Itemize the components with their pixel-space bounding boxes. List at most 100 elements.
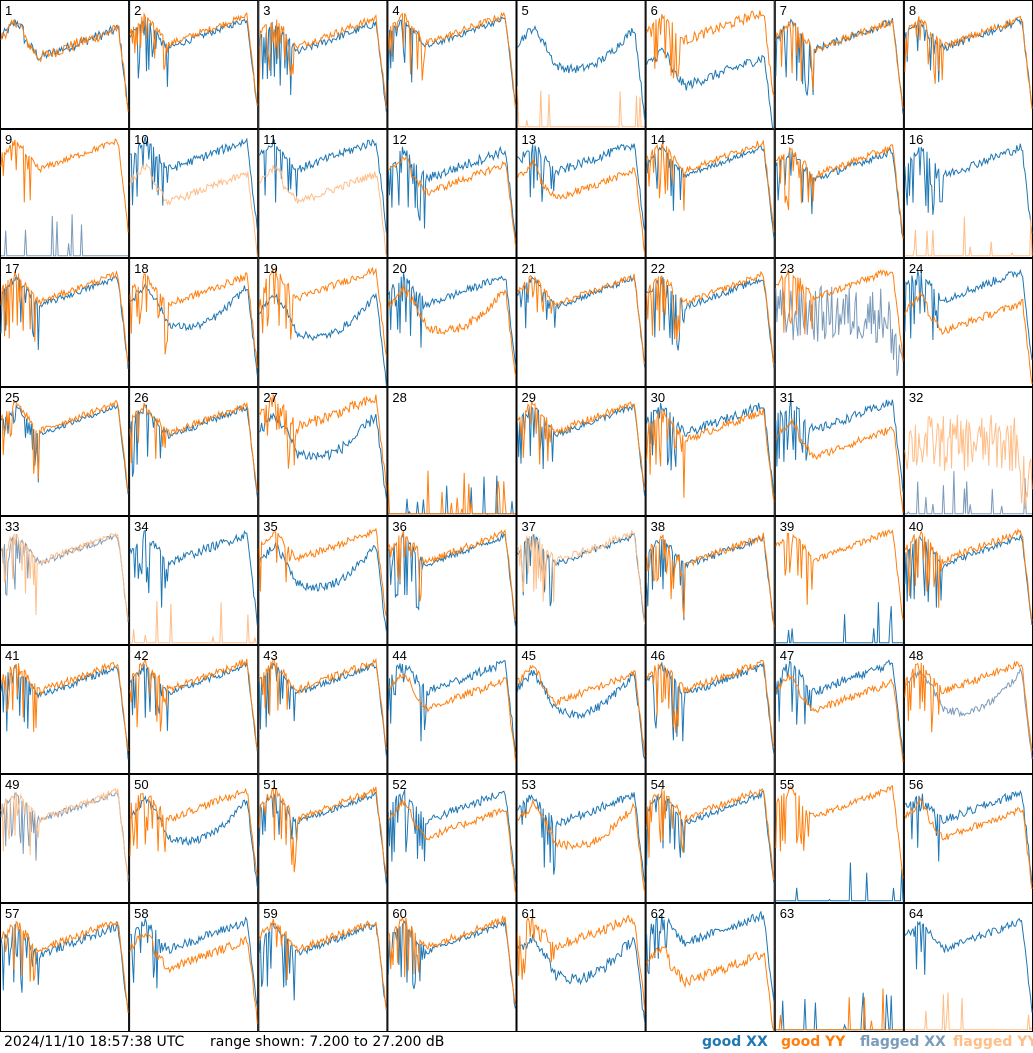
panel-label: 4 (392, 3, 399, 18)
xx-trace (517, 933, 646, 1022)
panel-15: 15 (774, 129, 904, 258)
xx-trace (129, 403, 258, 498)
panel-label: 17 (5, 261, 19, 276)
panel-54: 54 (645, 774, 775, 903)
panel-frame (129, 903, 259, 1032)
yy-trace (646, 945, 775, 1032)
yy-trace (517, 798, 646, 893)
yy-trace (258, 267, 387, 357)
panel-label: 63 (780, 906, 794, 921)
xx-trace (0, 402, 129, 495)
panel-label: 27 (263, 390, 277, 405)
panel-28: 28 (387, 387, 517, 516)
yy-trace (904, 290, 1033, 385)
panel-frame (774, 129, 904, 258)
panel-41: 41 (0, 645, 130, 774)
panel-frame (387, 258, 517, 387)
panel-label: 43 (263, 648, 277, 663)
panel-35: 35 (258, 516, 388, 645)
yy-trace (130, 601, 258, 644)
yy-trace (904, 796, 1033, 889)
panel-label: 47 (780, 648, 794, 663)
xx-trace (258, 412, 387, 499)
panel-frame (645, 0, 775, 129)
xx-trace (258, 20, 387, 113)
panel-frame (645, 903, 775, 1032)
xx-trace (775, 284, 904, 376)
xx-trace (517, 143, 646, 231)
panel-23: 23 (774, 258, 904, 387)
panel-label: 37 (522, 519, 536, 534)
panel-label: 50 (134, 777, 148, 792)
panel-frame (645, 774, 775, 903)
panel-frame (258, 258, 388, 387)
panel-frame (129, 129, 259, 258)
xx-trace (775, 147, 904, 238)
panel-label: 2 (134, 3, 141, 18)
yy-trace (388, 156, 516, 247)
panel-label: 19 (263, 261, 277, 276)
panel-frame (516, 903, 646, 1032)
yy-trace (904, 414, 1033, 510)
panel-56: 56 (903, 774, 1033, 903)
xx-trace (646, 277, 775, 368)
xx-trace (258, 662, 387, 757)
panel-31: 31 (774, 387, 904, 516)
panel-5: 5 (516, 0, 646, 129)
panel-frame (903, 774, 1033, 903)
panel-label: 52 (392, 777, 406, 792)
yy-trace (775, 785, 904, 879)
panel-label: 45 (522, 648, 536, 663)
xx-trace (0, 19, 129, 107)
xx-trace (517, 792, 646, 883)
panel-51: 51 (258, 774, 388, 903)
panel-49: 49 (0, 774, 130, 903)
panel-label: 39 (780, 519, 794, 534)
yy-trace (904, 992, 1033, 1032)
xx-trace (129, 282, 258, 376)
yy-trace (646, 10, 775, 97)
panel-13: 13 (516, 129, 646, 258)
yy-trace (129, 787, 258, 876)
panel-20: 20 (387, 258, 517, 387)
yy-trace (775, 19, 904, 109)
legend-good-xx: good XX (702, 1034, 768, 1050)
panel-label: 54 (651, 777, 665, 792)
xx-trace (775, 399, 904, 492)
panel-label: 62 (651, 906, 665, 921)
footer: 2024/11/10 18:57:38 UTC range shown: 7.2… (0, 1032, 1033, 1053)
yy-trace (129, 932, 258, 1024)
yy-trace (646, 408, 775, 502)
yy-trace (775, 529, 904, 621)
panel-frame (387, 903, 517, 1032)
panel-label: 34 (134, 519, 148, 534)
yy-trace (904, 527, 1033, 622)
panel-25: 25 (0, 387, 130, 516)
yy-trace (775, 673, 904, 762)
panel-label: 29 (522, 390, 536, 405)
xx-trace (904, 917, 1033, 1013)
yy-trace (904, 660, 1033, 751)
panel-60: 60 (387, 903, 517, 1032)
panel-label: 55 (780, 777, 794, 792)
xx-trace (258, 138, 387, 234)
xx-trace (387, 145, 516, 241)
yy-trace (517, 86, 645, 128)
panel-label: 11 (263, 132, 277, 147)
yy-trace (0, 532, 129, 620)
xx-trace (517, 24, 646, 120)
yy-trace (0, 270, 129, 365)
panel-label: 41 (5, 648, 19, 663)
xx-trace (904, 143, 1033, 234)
panel-frame (774, 0, 904, 129)
panel-10: 10 (129, 129, 259, 258)
panel-label: 20 (392, 261, 406, 276)
xx-trace (388, 532, 516, 627)
xx-trace (387, 272, 516, 365)
panel-frame (387, 774, 517, 903)
panel-label: 35 (263, 519, 277, 534)
panel-11: 11 (258, 129, 388, 258)
panel-label: 16 (909, 132, 923, 147)
yy-trace (0, 19, 129, 112)
yy-trace (129, 272, 258, 369)
